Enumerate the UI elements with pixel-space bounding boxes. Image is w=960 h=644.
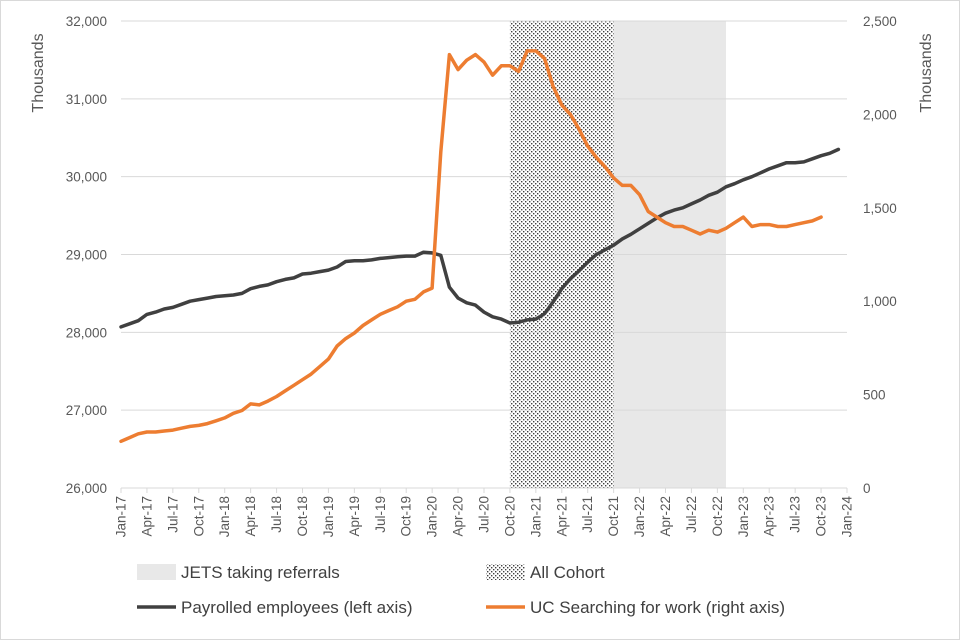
x-tick-label: Oct-18: [295, 496, 310, 537]
series-line-payrolled-employees: [119, 147, 841, 329]
right-tick-label: 1,000: [863, 294, 897, 309]
left-tick-label: 29,000: [66, 248, 107, 263]
x-tick-label: Oct-22: [710, 496, 725, 537]
x-tick-label: Oct-23: [814, 496, 829, 537]
left-tick-label: 31,000: [66, 92, 107, 107]
legend-label: JETS taking referrals: [181, 563, 340, 582]
x-tick-label: Apr-19: [347, 496, 362, 537]
left-tick-label: 26,000: [66, 481, 107, 496]
legend-item: UC Searching for work (right axis): [486, 598, 785, 617]
left-tick-label: 28,000: [66, 325, 107, 340]
x-tick-label: Oct-19: [399, 496, 414, 537]
x-tick-label: Oct-17: [191, 496, 206, 537]
legend-item: Payrolled employees (left axis): [137, 598, 412, 617]
x-tick-label: Apr-21: [554, 496, 569, 537]
x-tick-label: Jan-19: [321, 496, 336, 537]
right-tick-label: 1,500: [863, 201, 897, 216]
legend-item: All Cohort: [486, 563, 605, 582]
right-tick-label: 2,500: [863, 14, 897, 29]
x-tick-label: Apr-23: [762, 496, 777, 537]
legend-item: JETS taking referrals: [137, 563, 340, 582]
left-tick-label: 32,000: [66, 14, 107, 29]
x-tick-label: Jul-20: [477, 496, 492, 533]
legend-label: UC Searching for work (right axis): [530, 598, 785, 617]
x-tick-label: Jul-19: [373, 496, 388, 533]
legend-swatch: [137, 564, 176, 580]
x-tick-label: Jul-22: [684, 496, 699, 533]
legend-swatch: [486, 564, 525, 580]
x-tick-label: Apr-17: [139, 496, 154, 537]
x-tick-label: Apr-18: [243, 496, 258, 537]
x-tick-label: Apr-20: [451, 496, 466, 537]
left-tick-label: 30,000: [66, 170, 107, 185]
x-tick-label: Jul-23: [788, 496, 803, 533]
left-tick-label: 27,000: [66, 403, 107, 418]
legend-label: All Cohort: [530, 563, 605, 582]
right-tick-label: 500: [863, 388, 886, 403]
x-tick-label: Jan-17: [114, 496, 129, 537]
x-tick-label: Jan-20: [425, 496, 440, 537]
x-tick-label: Oct-21: [606, 496, 621, 537]
x-tick-label: Oct-20: [502, 496, 517, 537]
series-line-uc-searching: [119, 49, 823, 444]
x-tick-label: Jan-22: [632, 496, 647, 537]
x-tick-label: Jul-21: [580, 496, 595, 533]
x-tick-label: Jul-18: [269, 496, 284, 533]
x-tick-label: Jul-17: [165, 496, 180, 533]
x-tick-label: Jan-21: [528, 496, 543, 537]
right-tick-label: 2,000: [863, 107, 897, 122]
legend-label: Payrolled employees (left axis): [181, 598, 412, 617]
right-tick-label: 0: [863, 481, 871, 496]
left-axis-title: Thousands: [30, 33, 47, 112]
right-axis-title: Thousands: [918, 33, 935, 112]
x-tick-label: Jan-23: [736, 496, 751, 537]
x-tick-label: Jan-24: [840, 496, 855, 538]
x-tick-label: Apr-22: [658, 496, 673, 537]
x-tick-label: Jan-18: [217, 496, 232, 537]
